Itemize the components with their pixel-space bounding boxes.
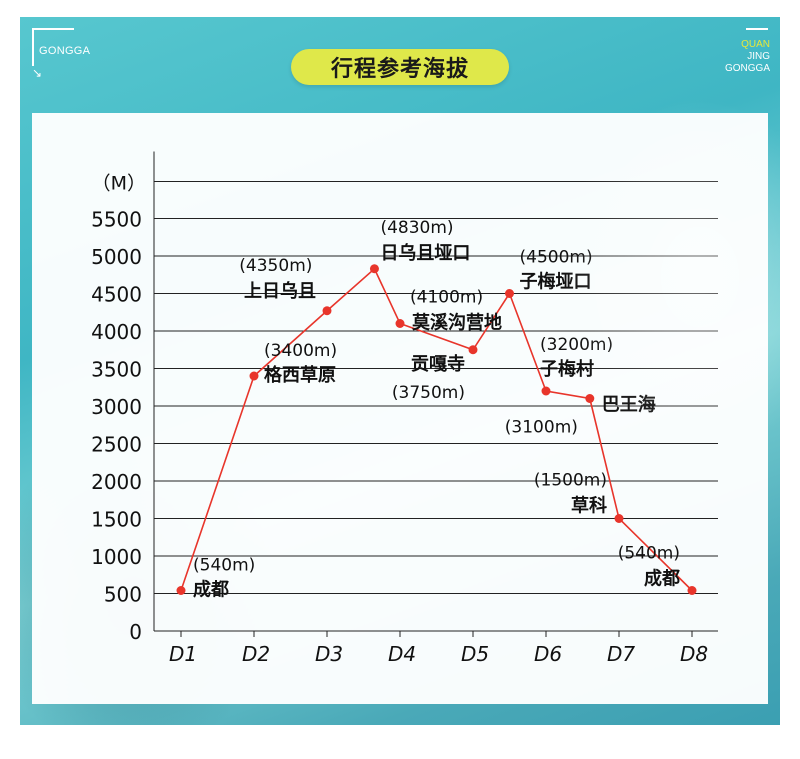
data-point-name: 贡嘎寺 [411,354,465,375]
y-tick-label: 4000 [91,320,142,344]
data-value-label: (1500m) [534,471,607,491]
data-value-label: (540m) [618,544,680,564]
y-tick-label: 3500 [91,358,142,382]
data-value-label: (4100m) [410,288,483,308]
corner-line [746,28,768,30]
data-value-label: (4830m) [380,218,453,238]
y-tick-label: 4500 [91,283,142,307]
annotation-name: 上日乌且 [244,280,316,302]
logo-text: GONGGA [39,45,91,57]
arrow-down-right-icon: ↘ [32,66,43,80]
corner-text: QUAN JING GONGGA [725,39,770,75]
data-point-name: 莫溪沟营地 [411,312,502,334]
data-point-name: 子梅村 [540,358,594,380]
x-tick-label: D6 [534,642,562,666]
data-point-name: 巴王海 [602,394,656,416]
corner-text-line-3: GONGGA [724,63,770,74]
data-point-name: 成都 [644,568,680,590]
data-point [468,345,478,355]
data-point [176,586,186,595]
annotation-value-label: (4350m) [239,256,312,276]
x-tick-label: D1 [169,642,197,666]
data-point-name: 草科 [571,495,607,517]
x-tick-label: D4 [388,642,416,666]
y-axis-label: （M） [92,173,146,195]
background-frame: GONGGA ↘ QUAN JING GONGGA 行程参考海拔 0 500 100… [20,17,780,725]
corner-text-line-1: QUAN [741,39,770,50]
x-tick-label: D5 [461,642,489,666]
data-point [541,386,551,396]
y-tick-label: 5500 [91,208,142,232]
x-tick-label: D3 [315,642,343,666]
y-tick-label: 1500 [91,508,142,532]
data-value-label: (3200m) [540,335,613,355]
data-value-label: (3100m) [505,418,578,438]
data-value-label: (3400m) [264,341,337,361]
data-point-name: 子梅垭口 [520,271,592,293]
y-tick-label: 2500 [91,433,142,457]
y-tick-label: 5000 [91,245,142,269]
corner-text-line-2: JING [747,51,770,62]
data-value-label: (4500m) [520,248,593,268]
data-point [687,586,697,595]
y-tick-label: 0 [129,620,142,644]
data-point-name: 格西草原 [264,364,336,386]
data-point-name: 日乌且垭口 [380,242,470,264]
elevation-chart: 0 500 1000 1500 2000 2500 3000 3500 4000 4500 5000… [91,151,718,666]
data-point [585,394,595,403]
data-point [505,289,514,298]
data-point [322,306,332,316]
y-tick-label: 500 [104,583,142,607]
data-point [249,371,259,381]
data-point [369,264,379,274]
logo-frame [32,28,74,66]
x-tick-label: D7 [607,642,635,666]
data-value-label: (540m) [193,556,255,576]
page-title: 行程参考海拔 [291,49,509,85]
x-tick-label: D8 [680,642,708,666]
y-tick-label: 1000 [91,545,142,569]
data-point [395,319,405,328]
data-point-name: 成都 [193,579,229,601]
y-tick-label: 2000 [91,470,142,494]
x-tick-label: D2 [242,642,270,666]
y-tick-label: 3000 [91,395,142,419]
data-value-label: (3750m) [392,383,465,403]
chart-panel: 0 500 1000 1500 2000 2500 3000 3500 4000 4500 5000… [32,113,768,704]
data-point [614,514,624,523]
